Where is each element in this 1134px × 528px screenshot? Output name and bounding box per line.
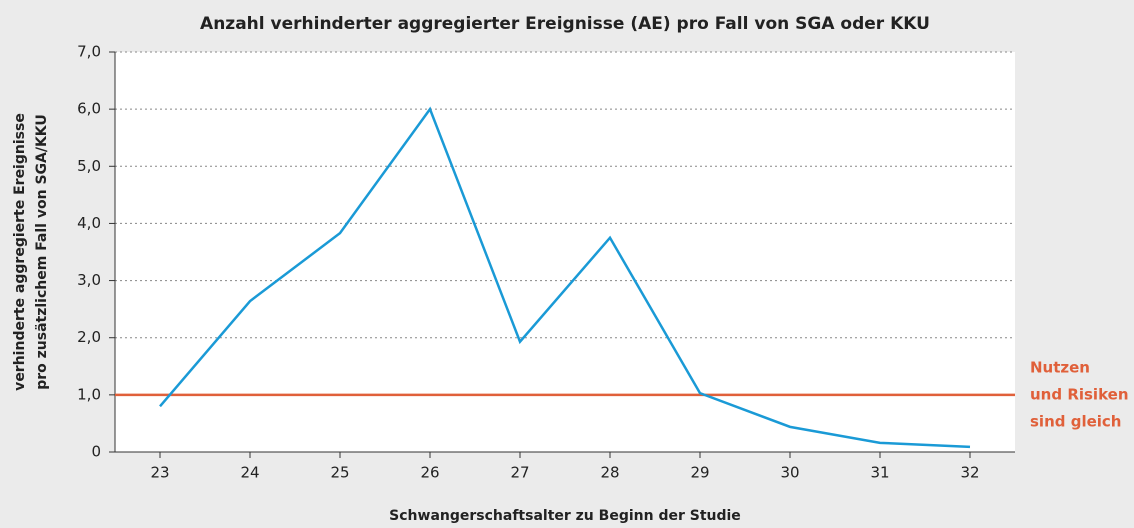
y-axis-label: pro zusätzlichem Fall von SGA/KKU	[34, 114, 50, 390]
y-tick-label: 3,0	[77, 271, 101, 289]
y-tick-label: 7,0	[77, 43, 101, 61]
reference-annotation: sind gleich	[1030, 412, 1121, 430]
plot-area	[115, 52, 1015, 452]
x-tick-label: 27	[510, 464, 529, 482]
x-tick-label: 23	[150, 464, 169, 482]
reference-annotation: Nutzen	[1030, 358, 1090, 376]
x-tick-label: 25	[330, 464, 349, 482]
data-line	[159, 106, 971, 449]
y-axis-label: verhinderte aggregierte Ereignisse	[12, 113, 28, 391]
y-tick-label: 5,0	[77, 157, 101, 175]
y-tick-label: 2,0	[77, 328, 101, 346]
x-tick-label: 28	[600, 464, 619, 482]
x-tick-label: 24	[240, 464, 259, 482]
x-tick-label: 31	[870, 464, 889, 482]
y-tick-label: 4,0	[77, 214, 101, 232]
chart-title: Anzahl verhinderter aggregierter Ereigni…	[200, 14, 930, 34]
y-tick-label: 1,0	[77, 385, 101, 403]
y-tick-label: 6,0	[77, 100, 101, 118]
y-tick-label: 0	[91, 443, 101, 461]
x-axis-label: Schwangerschaftsalter zu Beginn der Stud…	[389, 508, 741, 524]
x-tick-label: 30	[780, 464, 799, 482]
reference-annotation: und Risiken	[1030, 385, 1129, 403]
x-tick-label: 29	[690, 464, 709, 482]
x-tick-label: 32	[960, 464, 979, 482]
x-tick-label: 26	[420, 464, 439, 482]
